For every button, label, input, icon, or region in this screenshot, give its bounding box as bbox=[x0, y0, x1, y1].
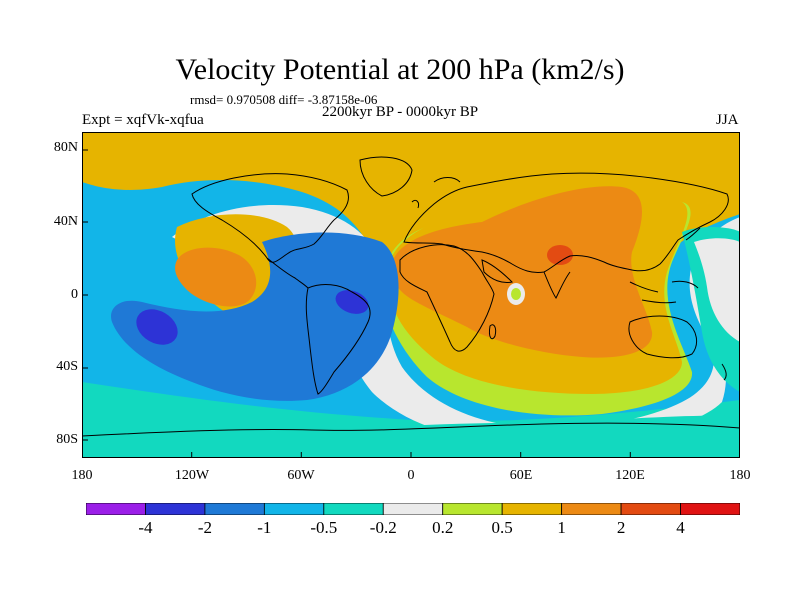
colorbar-swatch bbox=[561, 503, 622, 515]
colorbar-label: -0.2 bbox=[369, 518, 397, 537]
colorbar-swatch bbox=[323, 503, 384, 515]
field-india-red bbox=[547, 245, 573, 265]
colorbar-label: -1 bbox=[257, 518, 272, 537]
colorbar-swatch bbox=[620, 503, 681, 515]
colorbar-label: 0.5 bbox=[491, 518, 513, 537]
colorbar-swatch bbox=[501, 503, 563, 515]
colorbar-swatch bbox=[86, 503, 146, 515]
period-label: 2200kyr BP - 0000kyr BP bbox=[322, 104, 479, 120]
season-label: JJA bbox=[716, 112, 739, 128]
colorbar-swatch bbox=[382, 503, 444, 515]
coastlines bbox=[82, 156, 740, 437]
lon-tick: 120E bbox=[615, 468, 645, 483]
colorbar-swatch bbox=[680, 503, 740, 515]
colorbar-label: -4 bbox=[138, 518, 153, 537]
lat-tick: 80N bbox=[53, 140, 78, 155]
colorbar-label: 0.2 bbox=[432, 518, 454, 537]
stats-line: rmsd= 0.970508 diff= -3.87158e-06 bbox=[190, 92, 378, 107]
colorbar-swatch bbox=[145, 503, 206, 515]
colorbar-label: -2 bbox=[197, 518, 212, 537]
field-east-pacific-orange bbox=[175, 247, 257, 307]
lon-tick: 0 bbox=[407, 468, 415, 483]
colorbar-label: 4 bbox=[676, 518, 685, 537]
colorbar-swatch bbox=[204, 503, 265, 515]
colorbar-swatch bbox=[263, 503, 325, 515]
field-south-pacific-core bbox=[136, 309, 178, 345]
lat-tick: 0 bbox=[71, 287, 78, 302]
experiment-label: Expt = xqfVk-xqfua bbox=[82, 112, 204, 128]
lon-tick: 60E bbox=[509, 468, 533, 483]
colorbar-label: -0.5 bbox=[310, 518, 338, 537]
lon-tick: 180 bbox=[71, 468, 93, 483]
colorbar-swatch bbox=[442, 503, 503, 515]
lat-tick: 40N bbox=[53, 214, 78, 229]
field-antarctic-teal bbox=[332, 415, 740, 458]
colorbar bbox=[86, 503, 740, 515]
colorbar-label: 1 bbox=[557, 518, 566, 537]
lat-tick: 40S bbox=[56, 359, 78, 374]
map-title: Velocity Potential at 200 hPa (km2/s) bbox=[175, 53, 625, 86]
field-africa-asia-orange bbox=[390, 186, 653, 358]
field-south-america-core bbox=[335, 290, 369, 314]
lon-tick: 180 bbox=[729, 468, 751, 483]
velocity-potential-map bbox=[82, 132, 740, 458]
lon-tick: 120W bbox=[174, 468, 210, 483]
colorbar-label: 2 bbox=[616, 518, 626, 537]
lat-tick: 80S bbox=[56, 432, 78, 447]
field-atlantic-blue bbox=[111, 232, 399, 401]
lon-tick: 60W bbox=[287, 468, 315, 483]
